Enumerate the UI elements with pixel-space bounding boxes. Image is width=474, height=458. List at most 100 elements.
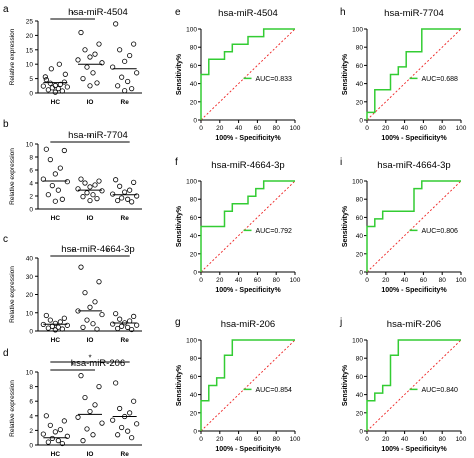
- x-tick-label: 80: [273, 125, 281, 132]
- data-point: [129, 435, 135, 441]
- data-point: [45, 192, 51, 198]
- panel-letter-f: f: [175, 157, 178, 168]
- y-tick-label: 60: [190, 215, 198, 222]
- x-tick-label: 20: [216, 277, 224, 284]
- y-axis-label: Sensitivity%: [176, 53, 183, 95]
- data-point: [49, 435, 55, 442]
- y-tick-label: 100: [186, 338, 197, 345]
- x-tick-label: 40: [235, 125, 243, 132]
- chart-title: hsa-miR-206: [71, 358, 125, 369]
- reference-diagonal: [200, 180, 296, 273]
- y-axis-label: Sensitivity%: [342, 205, 349, 247]
- data-point: [80, 324, 86, 330]
- data-point: [134, 421, 140, 427]
- data-point: [64, 433, 70, 439]
- y-tick-label: 60: [356, 215, 364, 222]
- chart-title: hsa-miR-4664-3p: [211, 160, 284, 171]
- data-point: [119, 195, 125, 201]
- data-point: [84, 64, 90, 70]
- significance-star: *: [71, 11, 74, 20]
- x-axis-label: 100% - Specificity%: [215, 135, 281, 142]
- y-tick-label: 0: [359, 270, 363, 277]
- y-tick-label: 80: [190, 45, 198, 52]
- x-tick-label: 100: [290, 277, 301, 284]
- x-tick-label: 0: [365, 125, 369, 132]
- data-point: [92, 402, 98, 408]
- auc-label: AUC=0.854: [256, 387, 292, 394]
- panel-letter-g: g: [175, 317, 181, 328]
- y-tick-label: 30: [26, 274, 34, 281]
- x-tick-label: 60: [420, 125, 428, 132]
- y-tick-label: 100: [186, 179, 197, 186]
- y-axis-label: Relative expression: [9, 148, 16, 205]
- data-point: [45, 439, 51, 445]
- chart-title: hsa-miR-4504: [68, 7, 128, 18]
- panel-g: g hsa-miR-206 0 20 40 60 80 100 0 20 40 60 80 100 100%…: [175, 317, 301, 453]
- data-point: [84, 190, 90, 196]
- data-point: [84, 426, 90, 432]
- data-point: [127, 410, 133, 416]
- y-tick-label: 0: [359, 118, 363, 125]
- data-point: [99, 188, 105, 194]
- data-point: [125, 196, 131, 202]
- data-point: [52, 89, 58, 95]
- x-tick-label: 20: [216, 125, 224, 132]
- y-tick-label: 10: [26, 62, 34, 69]
- chart-title: hsa-miR-7704: [384, 8, 444, 19]
- data-point: [113, 380, 119, 386]
- x-axis-label: 100% - Specificity%: [381, 446, 447, 453]
- roc-curve: [200, 339, 295, 431]
- data-point: [87, 408, 93, 415]
- x-tick-label: 80: [439, 436, 447, 443]
- y-tick-label: 60: [190, 374, 198, 381]
- data-point: [49, 85, 55, 91]
- data-point: [94, 80, 100, 86]
- data-point: [87, 197, 93, 204]
- panel-h: h hsa-miR-7704 0 20 40 60 80 100 0 20 40 60 80 100 100…: [340, 7, 467, 142]
- x-tick-label: 20: [382, 125, 390, 132]
- data-point: [52, 171, 58, 177]
- data-point: [75, 57, 81, 63]
- data-point: [127, 52, 133, 59]
- x-tick-label: 0: [199, 436, 203, 443]
- x-tick-label: 60: [420, 277, 428, 284]
- y-tick-label: 80: [190, 356, 198, 363]
- panel-letter-h: h: [340, 7, 346, 18]
- data-point: [45, 325, 51, 331]
- y-tick-label: 60: [190, 63, 198, 70]
- x-tick-label: IO: [87, 99, 94, 106]
- y-tick-label: 80: [190, 197, 198, 204]
- panel-letter-c: c: [3, 234, 8, 245]
- panel-c: c hsa-miR-4664-3p 0 10 20 30 40 Relative expres…: [3, 234, 142, 344]
- roc-curve: [200, 28, 295, 120]
- panel-b: b hsa-miR-7704 0 2 4 6 8 10 Relative expression H…: [3, 119, 142, 222]
- auc-label: AUC=0.688: [422, 76, 458, 83]
- data-point: [87, 83, 93, 89]
- data-point: [55, 86, 61, 92]
- y-tick-label: 0: [193, 270, 197, 277]
- x-axis-label: 100% - Specificity%: [381, 287, 447, 294]
- y-axis-label: Sensitivity%: [342, 53, 349, 95]
- y-tick-label: 40: [190, 233, 198, 240]
- data-point: [96, 383, 102, 390]
- data-point: [82, 290, 88, 296]
- y-tick-label: 0: [193, 118, 197, 125]
- y-tick-label: 100: [352, 27, 363, 34]
- data-point: [125, 428, 131, 434]
- x-tick-label: Re: [121, 215, 130, 222]
- x-tick-label: HC: [51, 99, 61, 106]
- y-axis-label: Sensitivity%: [342, 364, 349, 406]
- x-tick-label: 100: [456, 125, 467, 132]
- auc-label: AUC=0.833: [256, 76, 292, 83]
- x-tick-label: 80: [439, 125, 447, 132]
- data-point: [43, 413, 49, 419]
- y-tick-label: 8: [29, 384, 33, 391]
- y-tick-label: 20: [356, 251, 364, 258]
- x-tick-label: Re: [121, 337, 130, 344]
- panel-letter-j: j: [339, 317, 342, 328]
- x-tick-label: 20: [216, 436, 224, 443]
- data-point: [129, 326, 135, 333]
- x-tick-label: IO: [87, 337, 94, 344]
- roc-curve: [200, 180, 295, 272]
